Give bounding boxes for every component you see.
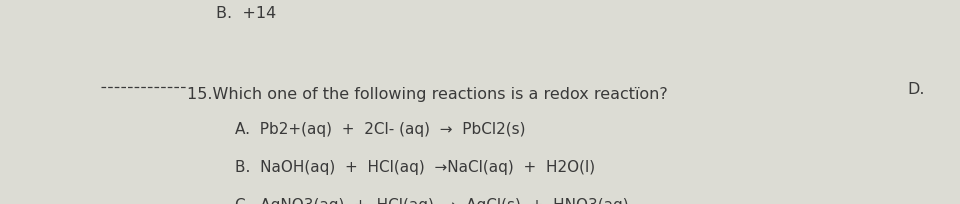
Text: A.  Pb2+(aq)  +  2Cl- (aq)  →  PbCl2(s): A. Pb2+(aq) + 2Cl- (aq) → PbCl2(s) — [235, 122, 526, 137]
Text: 15.Which one of the following reactions is a redox reactïon?: 15.Which one of the following reactions … — [187, 87, 668, 102]
Text: D.: D. — [907, 82, 924, 97]
Text: C.  AgNO3(aq)  +  HCl(aq)  →  AgCl(s)  +  HNO3(aq): C. AgNO3(aq) + HCl(aq) → AgCl(s) + HNO3(… — [235, 198, 629, 204]
Text: B.  +14: B. +14 — [216, 6, 276, 21]
Text: B.  NaOH(aq)  +  HCl(aq)  →NaCl(aq)  +  H2O(l): B. NaOH(aq) + HCl(aq) →NaCl(aq) + H2O(l) — [235, 160, 595, 175]
